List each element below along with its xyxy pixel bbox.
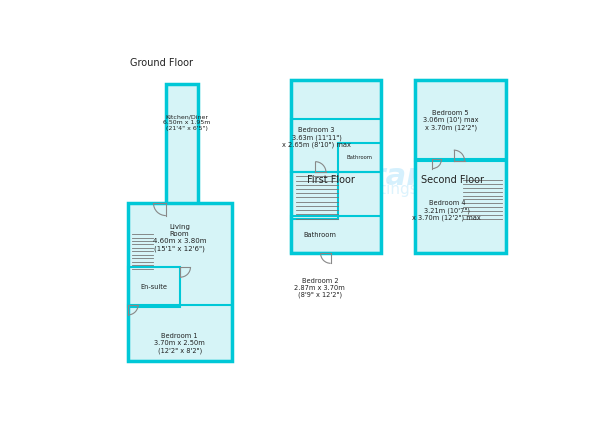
Text: Kitchen/Diner
6.50m x 1.95m
(21'4" x 6'5"): Kitchen/Diner 6.50m x 1.95m (21'4" x 6'5… — [163, 114, 210, 131]
Bar — [415, 80, 506, 253]
Bar — [415, 80, 506, 161]
Text: First Floor: First Floor — [307, 175, 355, 185]
Bar — [290, 80, 382, 173]
Text: En-suite: En-suite — [141, 284, 168, 290]
Text: Living
Room
4.60m x 3.80m
(15'1" x 12'6"): Living Room 4.60m x 3.80m (15'1" x 12'6"… — [153, 224, 206, 252]
Text: Second Floor: Second Floor — [421, 175, 484, 185]
Bar — [290, 119, 382, 253]
Text: Bedroom 2
2.87m x 3.70m
(8'9" x 12'2"): Bedroom 2 2.87m x 3.70m (8'9" x 12'2") — [295, 278, 345, 298]
Text: Tristrams: Tristrams — [296, 162, 457, 191]
Bar — [128, 305, 232, 361]
Bar — [415, 159, 506, 253]
Circle shape — [293, 97, 368, 171]
Bar — [290, 173, 338, 218]
Text: Bedroom 1
3.70m x 2.50m
(12'2" x 8'2"): Bedroom 1 3.70m x 2.50m (12'2" x 8'2") — [154, 333, 205, 354]
Bar — [290, 80, 382, 253]
Text: Bathroom: Bathroom — [347, 154, 373, 160]
Text: Ground Floor: Ground Floor — [130, 58, 193, 68]
Bar — [166, 84, 198, 226]
Bar — [128, 203, 232, 361]
Text: Sales    Lettings: Sales Lettings — [296, 182, 418, 197]
Text: Bedroom 5
3.06m (10') max
x 3.70m (12'2"): Bedroom 5 3.06m (10') max x 3.70m (12'2"… — [423, 109, 478, 130]
Bar — [338, 143, 382, 173]
Text: Bedroom 4
3.21m (10'7")
x 3.70m (12'2") max: Bedroom 4 3.21m (10'7") x 3.70m (12'2") … — [412, 201, 481, 221]
Text: Bedroom 3
3.63m (11'11")
x 2.65m (8'10") max: Bedroom 3 3.63m (11'11") x 2.65m (8'10")… — [283, 127, 351, 148]
Bar — [128, 267, 181, 307]
Bar — [290, 216, 382, 253]
Text: Bathroom: Bathroom — [304, 232, 336, 238]
